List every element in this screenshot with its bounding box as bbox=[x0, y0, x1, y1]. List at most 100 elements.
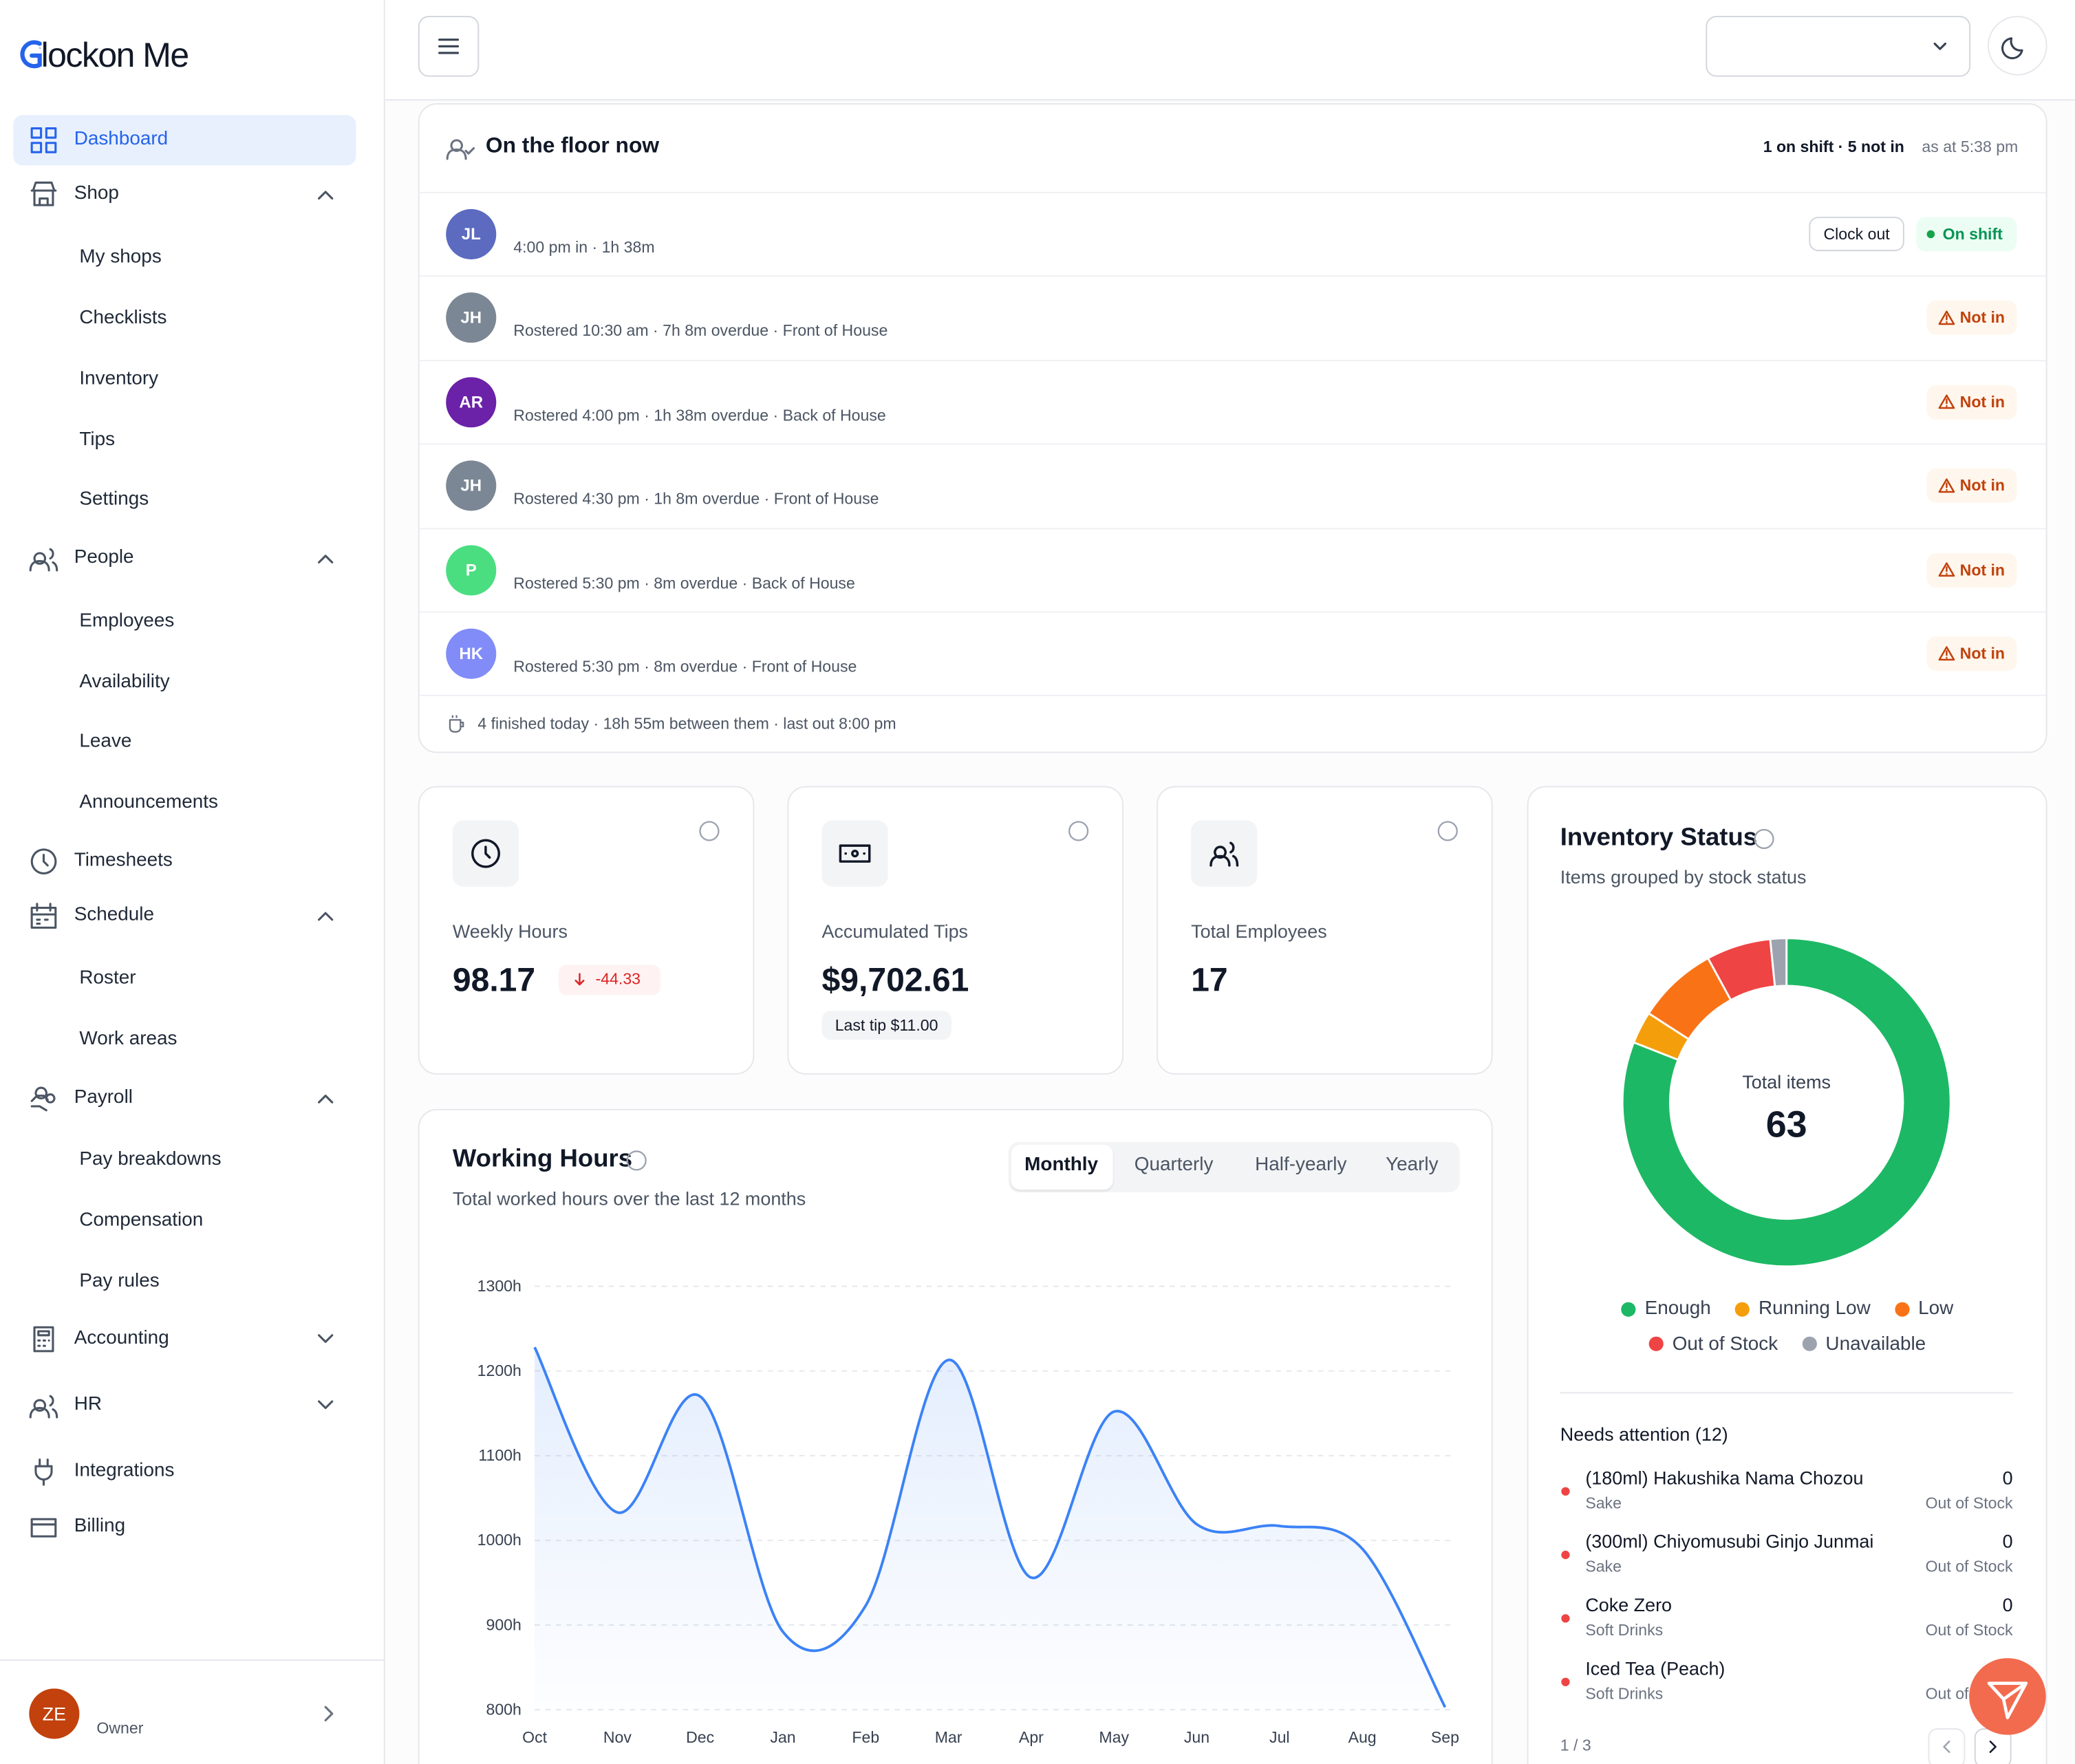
nav-item[interactable]: Accounting bbox=[74, 1327, 169, 1349]
status-text: Not in bbox=[1959, 644, 2006, 663]
status-text: Not in bbox=[1959, 560, 2006, 579]
item-quantity: 0 bbox=[2002, 1594, 2013, 1615]
legend-swatch bbox=[1801, 1336, 1816, 1351]
y-tick-label: 1200h bbox=[477, 1361, 522, 1380]
legend-item: Out of Stock bbox=[1648, 1333, 1778, 1355]
chart-subtitle: Total worked hours over the last 12 mont… bbox=[452, 1187, 806, 1209]
stat-label: Total Employees bbox=[1191, 920, 1327, 942]
sidebar bbox=[0, 0, 385, 1764]
page-prev[interactable] bbox=[1928, 1728, 1966, 1764]
employee-avatar: AR bbox=[446, 376, 497, 427]
row-divider bbox=[419, 443, 2046, 445]
period-tab[interactable]: Half-yearly bbox=[1255, 1154, 1347, 1176]
shift-detail: 4:00 pm in · 1h 38m bbox=[513, 237, 655, 257]
x-tick-label: Nov bbox=[603, 1728, 632, 1747]
page-next[interactable] bbox=[1974, 1728, 2012, 1764]
stat-value: 17 bbox=[1191, 962, 1228, 1000]
nav-subitem[interactable]: Availability bbox=[79, 671, 170, 693]
nav-item[interactable]: People bbox=[74, 546, 134, 568]
nav-subitem[interactable]: My shops bbox=[79, 246, 162, 268]
item-category: Sake bbox=[1585, 1494, 1622, 1513]
nav-item[interactable]: Billing bbox=[74, 1515, 126, 1537]
y-tick-label: 1100h bbox=[478, 1445, 522, 1465]
nav-subitem[interactable]: Work areas bbox=[79, 1029, 178, 1050]
item-status: Out of Stock bbox=[1925, 1620, 2013, 1639]
nav-subitem[interactable]: Leave bbox=[79, 731, 132, 753]
attention-title: Needs attention (12) bbox=[1560, 1423, 1728, 1445]
item-category: Soft Drinks bbox=[1585, 1620, 1664, 1639]
period-tab-active bbox=[1011, 1144, 1113, 1190]
shift-detail: Rostered 4:30 pm · 1h 8m overdue · Front… bbox=[513, 489, 879, 508]
legend-row: Enough Running Low Low bbox=[1527, 1298, 2047, 1320]
item-quantity: 0 bbox=[2002, 1657, 2013, 1679]
shift-detail: Rostered 10:30 am · 7h 8m overdue · Fron… bbox=[513, 321, 888, 341]
status-text: Not in bbox=[1959, 308, 2006, 327]
nav-item[interactable]: Integrations bbox=[74, 1460, 175, 1481]
nav-item[interactable]: HR bbox=[74, 1393, 103, 1415]
legend-label: Unavailable bbox=[1825, 1333, 1926, 1355]
x-tick-label: Jul bbox=[1269, 1728, 1290, 1747]
x-tick-label: May bbox=[1099, 1728, 1130, 1747]
y-tick-label: 1000h bbox=[477, 1531, 522, 1550]
nav-subitem[interactable]: Announcements bbox=[79, 791, 218, 813]
shop-select[interactable] bbox=[1706, 16, 1971, 77]
legend-item: Running Low bbox=[1734, 1298, 1871, 1320]
nav-subitem[interactable]: Roster bbox=[79, 967, 136, 989]
stat-icon-bg bbox=[821, 820, 888, 887]
brand-logo: Clockon Me bbox=[17, 34, 189, 75]
x-tick-label: Mar bbox=[934, 1728, 963, 1747]
x-tick-label: Dec bbox=[686, 1728, 715, 1747]
donut-center-label: Total items bbox=[1742, 1071, 1831, 1093]
item-status: Out of Stock bbox=[1925, 1494, 2013, 1513]
donut-center-value: 63 bbox=[1765, 1104, 1807, 1145]
nav-subitem[interactable]: Settings bbox=[79, 488, 149, 510]
stat-delta: -44.33 bbox=[595, 969, 641, 989]
y-tick-label: 900h bbox=[486, 1615, 522, 1635]
theme-toggle[interactable] bbox=[1988, 16, 2047, 76]
nav-item[interactable]: Schedule bbox=[74, 904, 155, 926]
x-tick-label: Sep bbox=[1430, 1728, 1459, 1747]
stat-note: Last tip $11.00 bbox=[821, 1011, 952, 1041]
x-tick-label: Aug bbox=[1348, 1728, 1377, 1747]
nav-subitem[interactable]: Tips bbox=[79, 429, 116, 451]
floor-footer: 4 finished today · 18h 55m between them … bbox=[477, 714, 896, 733]
nav-item[interactable]: Shop bbox=[74, 183, 119, 204]
nav-subitem[interactable]: Checklists bbox=[79, 307, 167, 329]
item-name: (180ml) Hakushika Nama Chozou bbox=[1585, 1467, 1864, 1489]
period-tab[interactable]: Quarterly bbox=[1134, 1154, 1214, 1176]
row-divider bbox=[419, 694, 2046, 696]
row-divider bbox=[419, 611, 2046, 613]
legend-label: Out of Stock bbox=[1672, 1333, 1778, 1355]
row-divider bbox=[419, 275, 2046, 277]
item-quantity: 0 bbox=[2002, 1530, 2013, 1552]
user-avatar[interactable]: ZE bbox=[29, 1688, 80, 1739]
floor-card bbox=[418, 103, 2047, 753]
chart-title: Inventory Status bbox=[1560, 824, 1758, 852]
period-tab[interactable]: Monthly bbox=[1024, 1154, 1099, 1176]
x-tick-label: Apr bbox=[1018, 1728, 1044, 1747]
menu-button[interactable] bbox=[418, 16, 480, 77]
chart-subtitle: Items grouped by stock status bbox=[1560, 866, 1807, 888]
nav-subitem[interactable]: Employees bbox=[79, 610, 175, 632]
item-quantity: 0 bbox=[2002, 1467, 2013, 1489]
nav-item[interactable]: Payroll bbox=[74, 1086, 133, 1108]
nav-item[interactable]: Timesheets bbox=[74, 850, 173, 872]
legend-item: Enough bbox=[1620, 1298, 1711, 1320]
y-tick-label: 1300h bbox=[477, 1276, 522, 1295]
x-tick-label: Jun bbox=[1183, 1728, 1210, 1747]
legend-row: Out of Stock Unavailable bbox=[1527, 1333, 2047, 1355]
nav-subitem[interactable]: Compensation bbox=[79, 1209, 204, 1231]
nav-item[interactable]: Dashboard bbox=[74, 129, 169, 150]
chart-title: Working Hours bbox=[452, 1145, 633, 1174]
nav-subitem[interactable]: Pay breakdowns bbox=[79, 1149, 222, 1170]
period-tab[interactable]: Yearly bbox=[1386, 1154, 1439, 1176]
user-role: Owner bbox=[96, 1719, 144, 1738]
clock-out-button[interactable]: Clock out bbox=[1809, 217, 1904, 252]
floor-title: On the floor now bbox=[485, 133, 660, 158]
x-tick-label: Feb bbox=[852, 1728, 880, 1747]
row-divider bbox=[419, 359, 2046, 361]
nav-subitem[interactable]: Inventory bbox=[79, 368, 159, 390]
stat-icon-bg bbox=[452, 820, 519, 887]
nav-subitem[interactable]: Pay rules bbox=[79, 1271, 160, 1292]
